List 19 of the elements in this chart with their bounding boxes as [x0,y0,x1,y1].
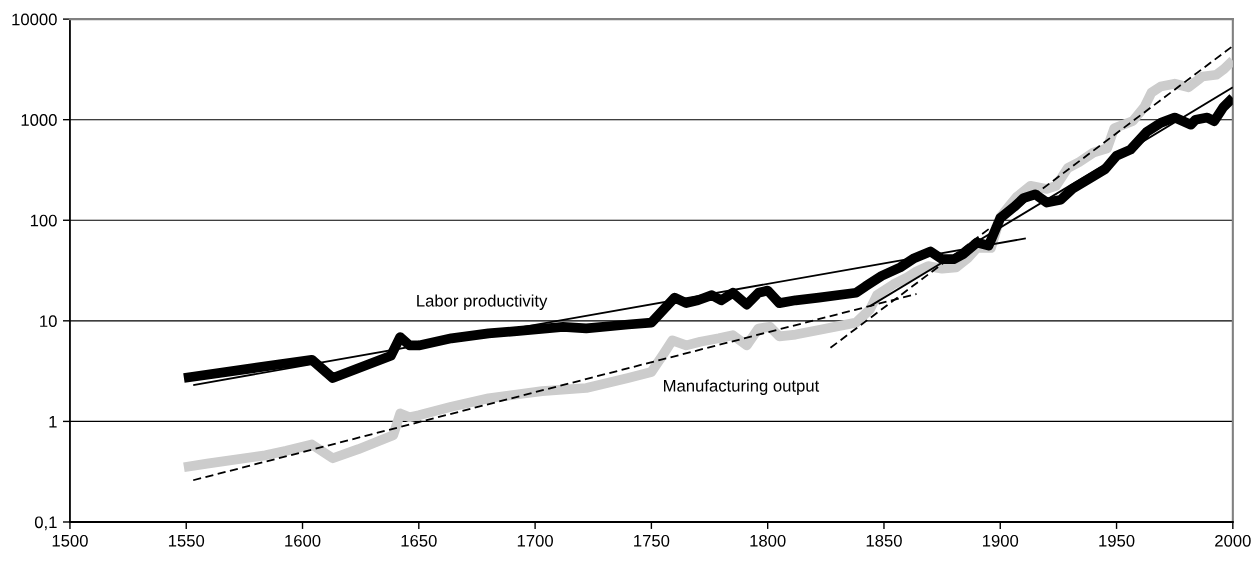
x-tick-label: 1550 [168,534,205,547]
y-tick-label: 10 [40,315,57,328]
x-tick-label: 2000 [1215,534,1251,547]
y-tick-label: 1 [49,415,57,428]
x-tick-label: 1850 [866,534,902,547]
x-tick-label: 1650 [401,534,437,547]
y-tick-label: 100 [30,214,57,227]
x-tick-label: 1750 [634,534,670,547]
y-tick-label: 10000 [12,13,57,26]
y-tick-label: 0,1 [34,516,57,531]
x-tick-label: 1800 [750,534,786,547]
series-label: Labor productivity [417,294,548,310]
x-tick-label: 1900 [983,534,1019,547]
y-tick-label: 1000 [21,114,57,126]
x-tick-label: 1950 [1099,534,1135,547]
series-label: Manufacturing output [664,379,820,395]
x-tick-label: 1700 [517,534,553,547]
x-tick-label: 1500 [52,534,88,547]
x-tick-label: 1600 [285,534,321,547]
